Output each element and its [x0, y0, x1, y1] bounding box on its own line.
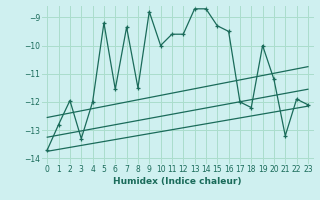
X-axis label: Humidex (Indice chaleur): Humidex (Indice chaleur)	[113, 177, 242, 186]
